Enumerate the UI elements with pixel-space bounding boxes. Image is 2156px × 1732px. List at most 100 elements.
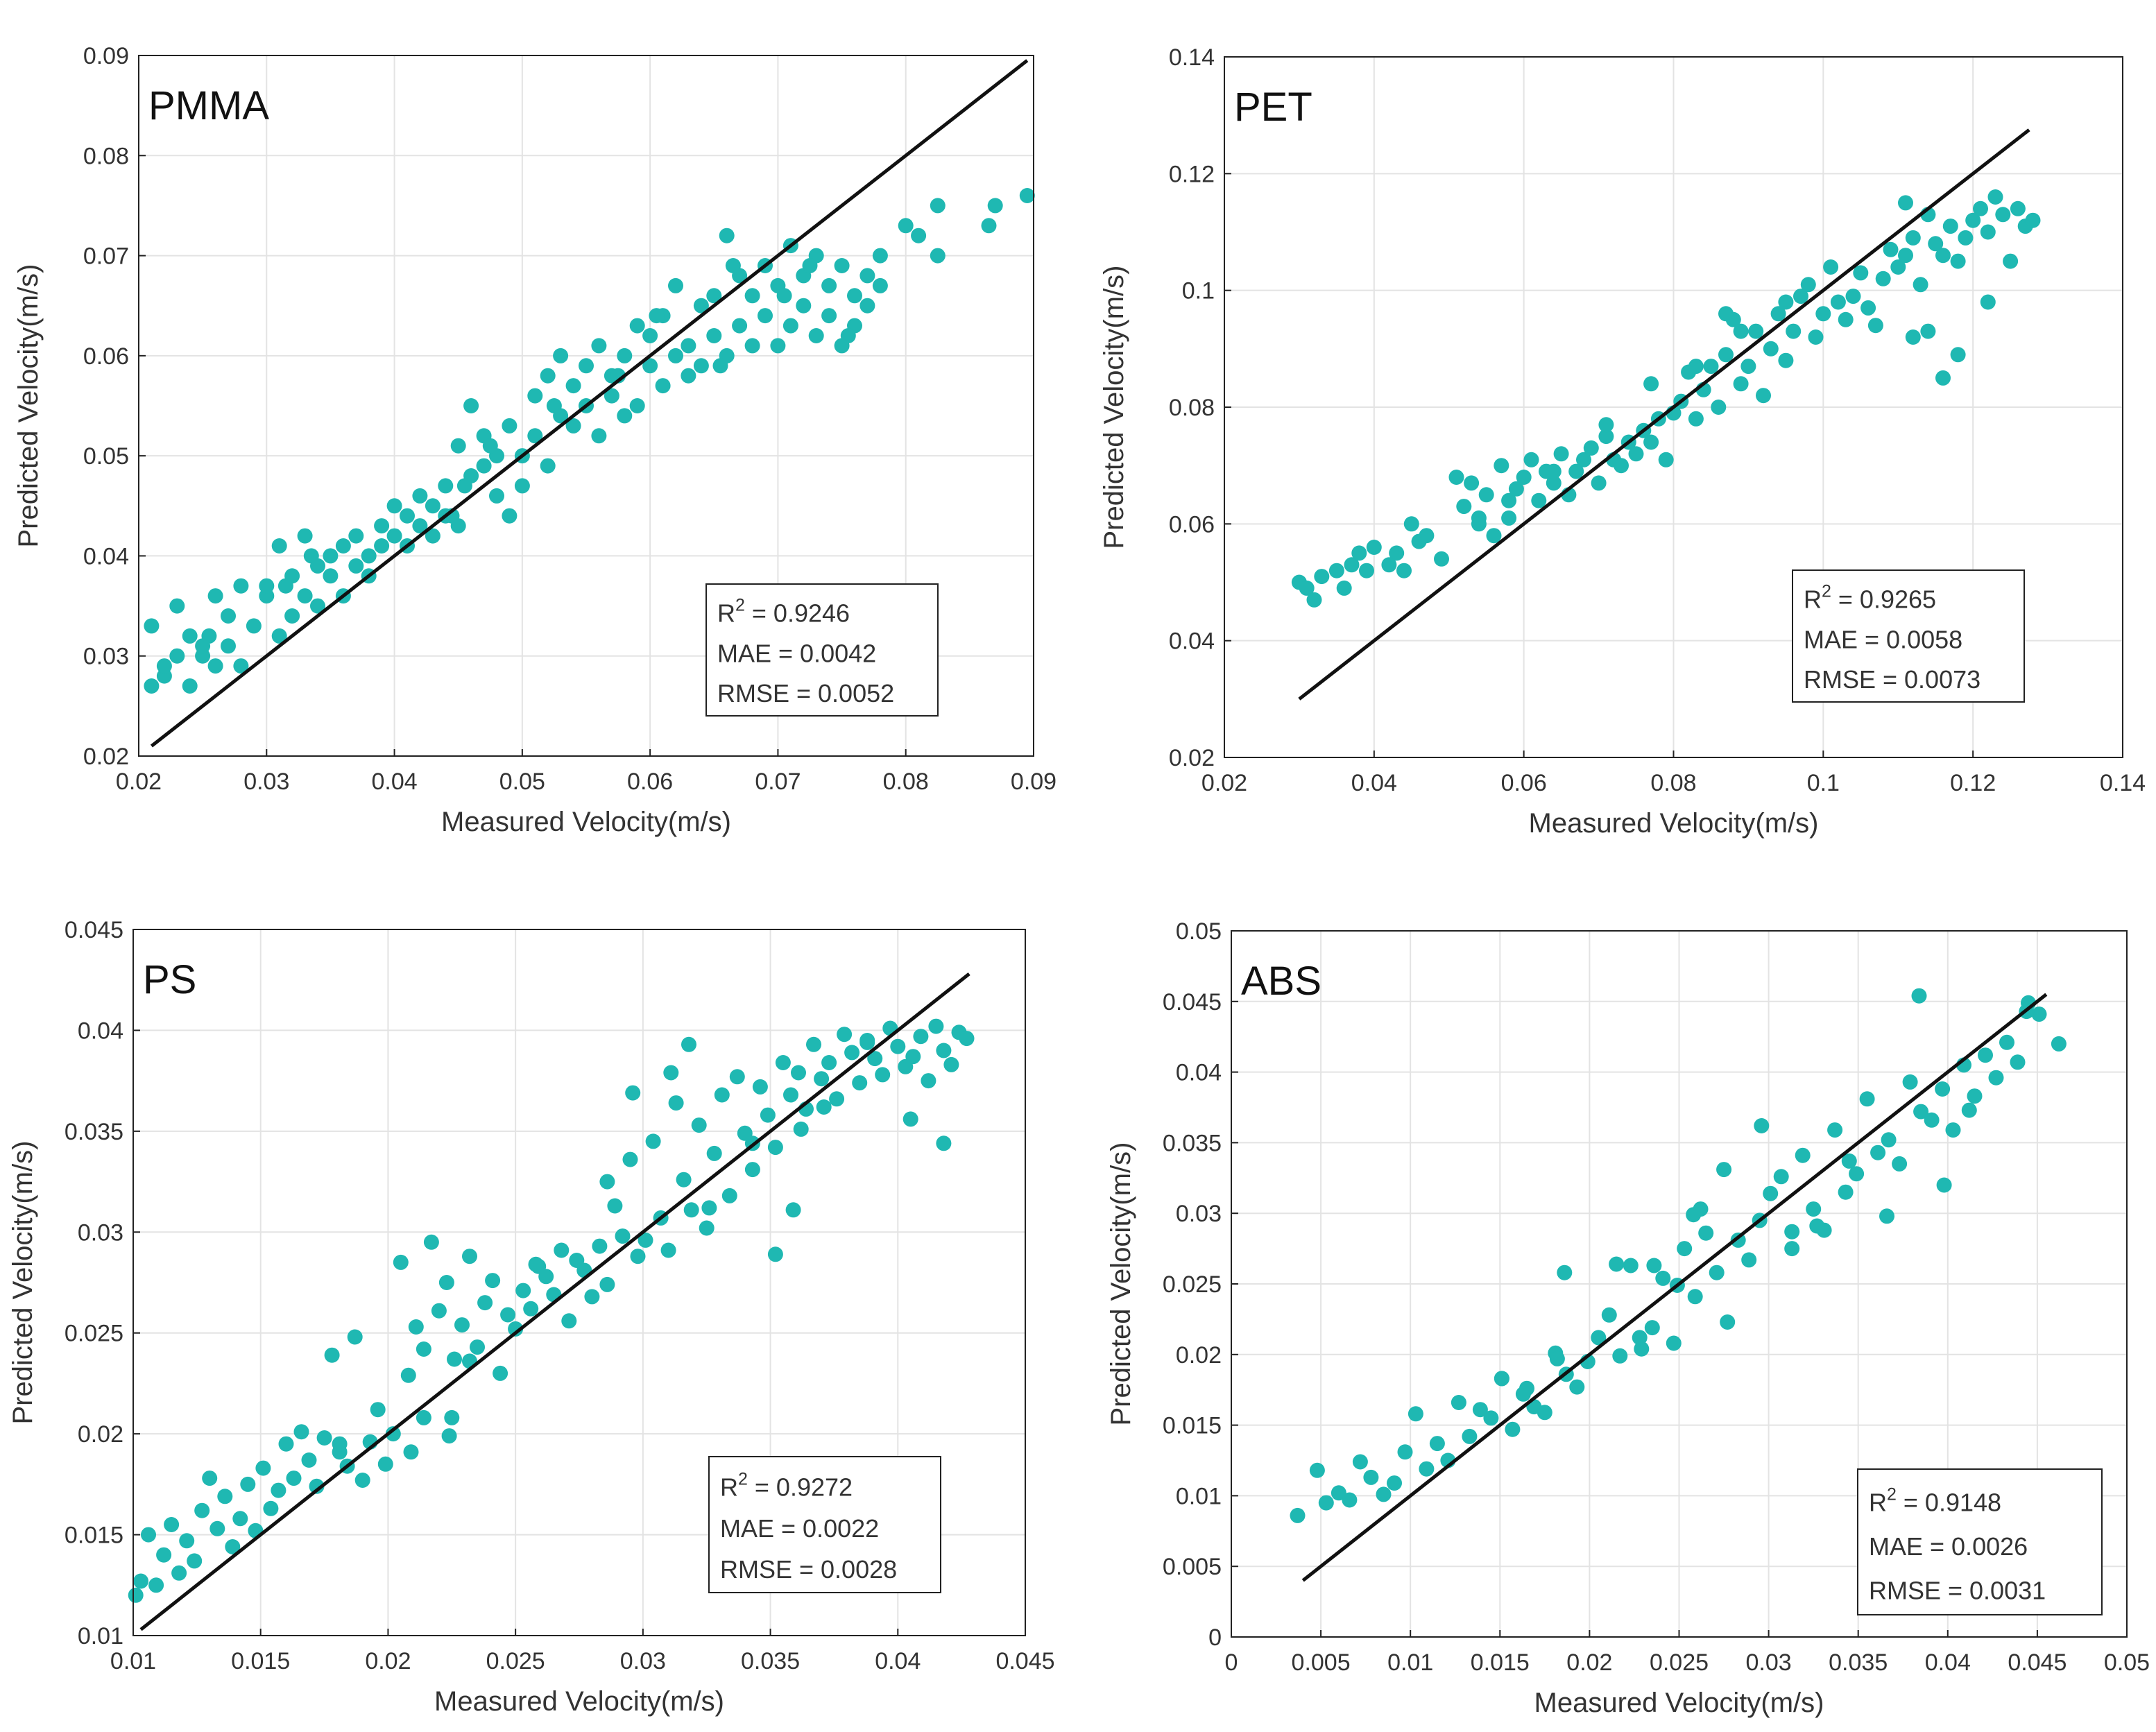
x-tick-labels: 0.01 0.015 0.02 0.025 0.03 0.035 0.04 0.045 [110, 1629, 1055, 1674]
y-tick-label: 0.1 [1182, 278, 1215, 305]
data-point [1583, 440, 1599, 456]
stats-box-frame [1857, 1468, 2103, 1615]
data-point [776, 288, 792, 304]
data-point [1967, 1088, 1983, 1104]
data-point [454, 1317, 470, 1333]
data-point [1890, 259, 1906, 275]
data-point [259, 578, 275, 594]
data-point [133, 1573, 148, 1589]
y-tick-label: 0.045 [1163, 989, 1222, 1015]
data-point [1898, 195, 1913, 211]
data-point [425, 498, 440, 514]
r2-prefix: R [1804, 585, 1822, 614]
data-point [2031, 1006, 2047, 1022]
data-point [1913, 277, 1928, 293]
y-tick-label: 0.035 [1163, 1130, 1222, 1156]
data-point [783, 1087, 798, 1103]
data-point [1845, 289, 1861, 305]
data-point [463, 398, 479, 413]
data-point [1591, 1330, 1607, 1346]
data-point [284, 608, 300, 624]
data-point [615, 1228, 631, 1244]
data-point [2010, 200, 2026, 216]
data-point [1754, 1118, 1770, 1133]
data-point [1756, 388, 1771, 404]
data-point [502, 508, 517, 524]
data-point [1576, 452, 1591, 468]
ideal-fit-line [139, 972, 970, 1631]
stats-box: R2 = 0.9272 MAE = 0.0022 RMSE = 0.0028 [708, 1456, 941, 1593]
data-point [515, 1283, 531, 1298]
data-point [1666, 1335, 1682, 1351]
data-point [221, 638, 236, 654]
panel-pmma: 0.02 0.03 0.04 0.05 0.06 0.07 0.08 0.09 0.020.0… [13, 43, 1056, 837]
data-point [1841, 1153, 1857, 1169]
x-tick-label: 0.04 [875, 1648, 921, 1674]
data-point [767, 1140, 783, 1156]
data-point [1389, 545, 1405, 561]
data-point [1950, 253, 1966, 269]
x-tick-label: 0.025 [486, 1648, 545, 1674]
y-tick-label: 0.02 [83, 744, 129, 770]
data-point [1419, 1461, 1435, 1477]
stats-rmse: RMSE = 0.0028 [720, 1555, 897, 1584]
data-point [629, 318, 645, 334]
y-tick-label: 0.045 [65, 917, 123, 943]
y-tick-labels: 0.02 0.04 0.06 0.08 0.1 0.12 0.14 [1169, 44, 1231, 771]
panel-pet: 0.02 0.04 0.06 0.08 0.1 0.12 0.14 0.020.040.06… [1099, 44, 2146, 839]
data-point [791, 1065, 806, 1081]
data-point [714, 1087, 730, 1103]
data-point [617, 348, 633, 363]
y-tick-label: 0.015 [1163, 1413, 1222, 1439]
data-point [540, 458, 556, 474]
x-tick-label: 0.05 [2104, 1649, 2150, 1676]
stats-box: R2 = 0.9265 MAE = 0.0058 RMSE = 0.0073 [1792, 569, 2025, 703]
y-tick-label: 0.06 [1169, 511, 1215, 538]
data-point [1924, 1112, 1940, 1128]
y-tick-label: 0.025 [65, 1321, 123, 1347]
data-point [1658, 452, 1674, 468]
data-point [1387, 1475, 1402, 1491]
data-point [2010, 1054, 2026, 1070]
data-point [1471, 516, 1487, 532]
data-point [655, 378, 671, 394]
stats-r2: R2 = 0.9272 [720, 1469, 853, 1501]
data-point [829, 1091, 845, 1107]
data-point [1646, 1258, 1662, 1274]
x-tick-label: 0.025 [1650, 1649, 1709, 1676]
data-point [668, 348, 683, 363]
data-point [493, 1365, 508, 1381]
data-point [400, 508, 415, 524]
data-point [1853, 265, 1869, 281]
x-tick-label: 0.02 [116, 769, 162, 795]
data-point [444, 1409, 460, 1425]
data-point [867, 1051, 883, 1067]
data-point [693, 298, 709, 314]
data-point [712, 358, 728, 374]
data-point [240, 1476, 256, 1492]
data-point [816, 1099, 832, 1115]
y-tick-label: 0.08 [1169, 395, 1215, 421]
data-point [668, 1095, 684, 1111]
data-point [1519, 1380, 1534, 1396]
x-tick-label: 0.14 [2100, 770, 2146, 796]
data-point [837, 1027, 853, 1043]
x-tick-label: 0.03 [620, 1648, 666, 1674]
data-point [201, 628, 217, 644]
data-point [840, 328, 856, 343]
y-tick-label: 0 [1208, 1624, 1222, 1651]
data-point [207, 658, 223, 674]
data-point [565, 418, 581, 434]
y-tick-label: 0.04 [78, 1018, 123, 1044]
data-point [1778, 294, 1794, 310]
data-point [1961, 1102, 1977, 1118]
data-point [1655, 1270, 1671, 1286]
x-tick-labels: 0 0.005 0.01 0.015 0.02 0.025 0.03 0.035 0.04 0.0… [1225, 1630, 2150, 1676]
data-point [1677, 1241, 1693, 1257]
data-point [431, 1303, 447, 1319]
ideal-fit-line [150, 59, 1029, 748]
data-point [385, 1426, 401, 1442]
data-point [561, 1313, 577, 1329]
data-point [1898, 248, 1913, 264]
